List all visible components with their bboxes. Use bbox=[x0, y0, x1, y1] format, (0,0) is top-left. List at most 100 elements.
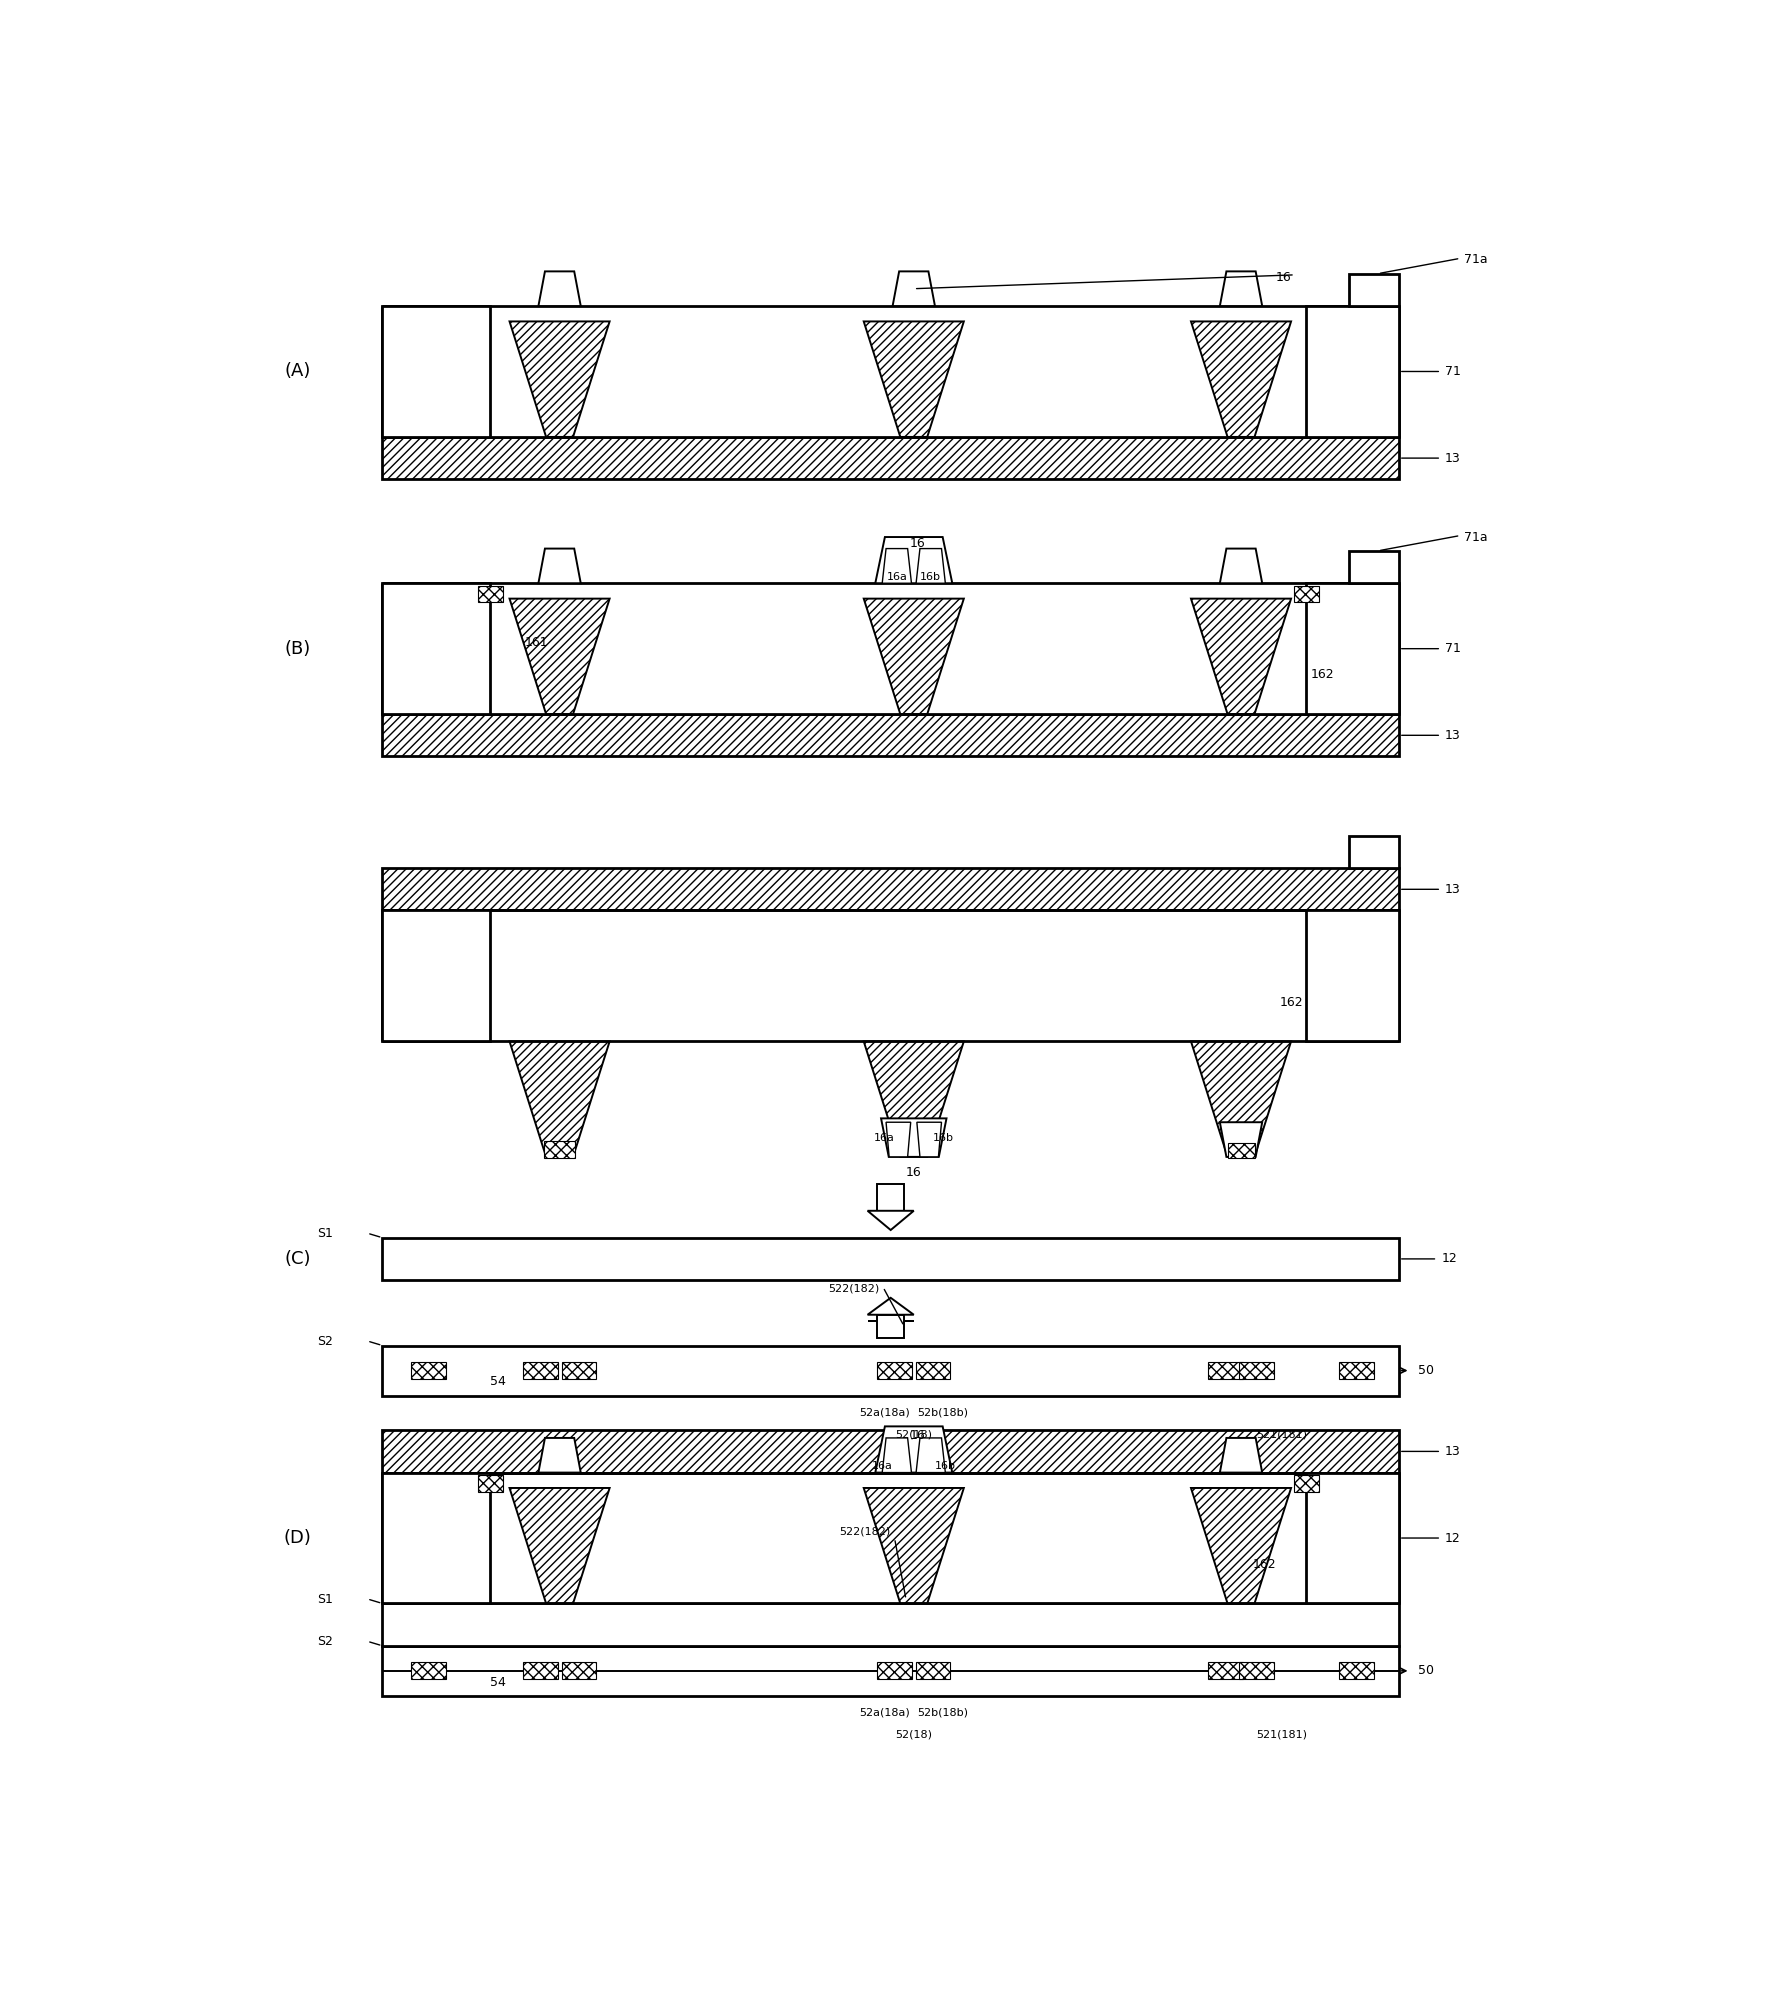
Text: 52b(18b): 52b(18b) bbox=[918, 1408, 969, 1418]
Polygon shape bbox=[382, 1472, 491, 1604]
Polygon shape bbox=[1208, 1363, 1244, 1378]
Polygon shape bbox=[509, 321, 609, 436]
Polygon shape bbox=[412, 1363, 446, 1378]
Text: 16a: 16a bbox=[874, 1133, 894, 1143]
Text: 71: 71 bbox=[1444, 365, 1460, 378]
Text: 521(181): 521(181) bbox=[1256, 1428, 1308, 1438]
Polygon shape bbox=[509, 600, 609, 713]
Text: 71a: 71a bbox=[1464, 253, 1487, 267]
Text: 12: 12 bbox=[1441, 1253, 1457, 1265]
Polygon shape bbox=[1349, 273, 1400, 307]
Text: (B): (B) bbox=[285, 639, 310, 657]
Text: 71: 71 bbox=[1444, 641, 1460, 655]
Text: 522(182): 522(182) bbox=[828, 1283, 880, 1293]
Polygon shape bbox=[523, 1663, 557, 1679]
Text: 162: 162 bbox=[1310, 669, 1333, 681]
Polygon shape bbox=[1220, 271, 1262, 307]
Polygon shape bbox=[382, 910, 491, 1042]
Polygon shape bbox=[509, 1488, 609, 1604]
Polygon shape bbox=[882, 548, 912, 584]
Text: 13: 13 bbox=[1444, 452, 1460, 464]
Polygon shape bbox=[523, 1363, 557, 1378]
Polygon shape bbox=[382, 1237, 1400, 1281]
Polygon shape bbox=[1294, 1474, 1319, 1492]
Text: 52(18): 52(18) bbox=[896, 1729, 932, 1739]
Polygon shape bbox=[1220, 548, 1262, 584]
Text: 16: 16 bbox=[1276, 271, 1290, 283]
Text: 13: 13 bbox=[1444, 882, 1460, 896]
Text: 162: 162 bbox=[1253, 1558, 1276, 1572]
Polygon shape bbox=[382, 1345, 1400, 1396]
Polygon shape bbox=[545, 1141, 575, 1159]
Polygon shape bbox=[864, 600, 964, 713]
Polygon shape bbox=[1306, 584, 1400, 713]
Polygon shape bbox=[916, 1438, 946, 1472]
Text: 50: 50 bbox=[1417, 1365, 1434, 1376]
Text: S2: S2 bbox=[317, 1335, 333, 1349]
Polygon shape bbox=[1192, 321, 1290, 436]
Polygon shape bbox=[1306, 1472, 1400, 1604]
Text: 54: 54 bbox=[489, 1675, 505, 1689]
Polygon shape bbox=[878, 1315, 905, 1339]
Polygon shape bbox=[864, 321, 964, 436]
Text: 52b(18b): 52b(18b) bbox=[918, 1707, 969, 1717]
Polygon shape bbox=[382, 713, 1400, 757]
Polygon shape bbox=[1192, 1042, 1290, 1157]
Polygon shape bbox=[478, 1474, 502, 1492]
Polygon shape bbox=[882, 1438, 912, 1472]
Text: 52a(18a): 52a(18a) bbox=[858, 1707, 910, 1717]
Polygon shape bbox=[561, 1663, 597, 1679]
Polygon shape bbox=[382, 584, 491, 713]
Polygon shape bbox=[892, 271, 935, 307]
Polygon shape bbox=[864, 1488, 964, 1604]
Polygon shape bbox=[916, 1663, 950, 1679]
Text: 161: 161 bbox=[525, 635, 548, 649]
Text: 13: 13 bbox=[1444, 729, 1460, 741]
Polygon shape bbox=[1238, 1663, 1274, 1679]
Polygon shape bbox=[478, 586, 502, 602]
Polygon shape bbox=[1238, 1363, 1274, 1378]
Text: 16: 16 bbox=[907, 1165, 921, 1179]
Text: S1: S1 bbox=[317, 1227, 333, 1241]
Text: 16a: 16a bbox=[873, 1462, 892, 1472]
Polygon shape bbox=[1339, 1663, 1374, 1679]
Polygon shape bbox=[867, 1299, 914, 1315]
Polygon shape bbox=[1294, 586, 1319, 602]
Polygon shape bbox=[864, 1042, 964, 1157]
Polygon shape bbox=[916, 548, 946, 584]
Polygon shape bbox=[538, 271, 581, 307]
Text: 162: 162 bbox=[1279, 996, 1303, 1008]
Polygon shape bbox=[1349, 552, 1400, 584]
Polygon shape bbox=[382, 1472, 1400, 1604]
Polygon shape bbox=[382, 869, 1400, 910]
Polygon shape bbox=[918, 1121, 941, 1157]
Text: 16b: 16b bbox=[921, 572, 941, 582]
Polygon shape bbox=[1306, 307, 1400, 436]
Text: 16b: 16b bbox=[934, 1133, 953, 1143]
Polygon shape bbox=[1339, 1363, 1374, 1378]
Polygon shape bbox=[885, 1121, 910, 1157]
Polygon shape bbox=[1220, 1438, 1262, 1472]
Polygon shape bbox=[382, 1604, 1400, 1645]
Polygon shape bbox=[1192, 600, 1290, 713]
Text: S1: S1 bbox=[317, 1594, 333, 1606]
Text: 16a: 16a bbox=[887, 572, 907, 582]
Polygon shape bbox=[382, 1645, 1400, 1695]
Polygon shape bbox=[561, 1363, 597, 1378]
Polygon shape bbox=[538, 1438, 581, 1472]
Text: 71a: 71a bbox=[1464, 530, 1487, 544]
Polygon shape bbox=[1228, 1143, 1254, 1159]
Polygon shape bbox=[412, 1663, 446, 1679]
Polygon shape bbox=[878, 1363, 912, 1378]
Text: 52a(18a): 52a(18a) bbox=[858, 1408, 910, 1418]
Text: (A): (A) bbox=[285, 363, 312, 380]
Polygon shape bbox=[882, 1118, 946, 1157]
Text: 16: 16 bbox=[910, 538, 925, 550]
Polygon shape bbox=[382, 910, 1400, 1042]
Polygon shape bbox=[874, 1426, 952, 1472]
Text: 50: 50 bbox=[1417, 1665, 1434, 1677]
Text: 522(182): 522(182) bbox=[839, 1526, 891, 1536]
Text: 12: 12 bbox=[1444, 1532, 1460, 1544]
Text: (C): (C) bbox=[285, 1249, 312, 1267]
Polygon shape bbox=[916, 1363, 950, 1378]
